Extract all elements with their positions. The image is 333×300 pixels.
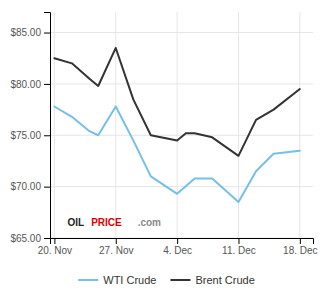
y-tick-mark — [44, 187, 50, 188]
x-tick: 18. Dec — [283, 238, 317, 256]
series-line — [54, 107, 299, 203]
grid — [50, 12, 313, 238]
legend: WTI Crude Brent Crude — [78, 274, 255, 286]
legend-item: WTI Crude — [78, 274, 156, 286]
series-line — [54, 48, 299, 156]
x-tick-label: 27. Nov — [99, 245, 133, 256]
legend-item: Brent Crude — [170, 274, 254, 286]
legend-swatch — [78, 279, 98, 281]
x-grid-line — [299, 12, 300, 238]
legend-label: WTI Crude — [103, 274, 156, 286]
y-axis-line — [44, 13, 51, 239]
y-tick-mark — [44, 238, 50, 239]
annotation: PRICE — [91, 217, 122, 228]
y-tick-label: $65.00 — [10, 233, 41, 244]
x-tick-label: 20. Nov — [38, 245, 72, 256]
y-grid-line — [50, 32, 313, 33]
annotation: .com — [138, 217, 161, 228]
chart: 20. Nov 27. Nov 4. Dec 11. Dec 18. Dec $65.00… — [0, 0, 333, 300]
y-tick-mark — [44, 84, 50, 85]
annotations: OIL PRICE .com — [68, 217, 162, 228]
y-tick: $80.00 — [10, 79, 50, 90]
plot-area: 20. Nov 27. Nov 4. Dec 11. Dec 18. Dec $65.00… — [10, 12, 317, 256]
x-tick-label: 18. Dec — [283, 245, 317, 256]
chart-container: 20. Nov 27. Nov 4. Dec 11. Dec 18. Dec $65.00… — [0, 0, 333, 300]
x-tick: 4. Dec — [163, 238, 192, 256]
x-tick-label: 4. Dec — [163, 245, 192, 256]
x-axis-line — [51, 239, 314, 245]
legend-label: Brent Crude — [195, 274, 254, 286]
x-tick-label: 11. Dec — [222, 245, 256, 256]
y-tick: $75.00 — [10, 130, 50, 141]
x-grid-line — [115, 12, 116, 238]
x-tick: 20. Nov — [38, 238, 72, 256]
x-tick-mark — [238, 238, 239, 244]
x-tick-mark — [300, 238, 301, 244]
annotation: OIL — [68, 217, 85, 228]
x-tick: 11. Dec — [222, 238, 256, 256]
x-tick-mark — [54, 238, 55, 244]
y-tick: $70.00 — [10, 181, 50, 192]
x-tick-mark — [116, 238, 117, 244]
x-grid-line — [238, 12, 239, 238]
x-tick: 27. Nov — [99, 238, 133, 256]
y-tick: $85.00 — [10, 27, 50, 38]
x-grid-line — [54, 12, 55, 238]
lines — [54, 48, 299, 202]
y-tick-label: $85.00 — [10, 27, 41, 38]
y-tick-mark — [44, 135, 50, 136]
y-grid-line — [50, 83, 313, 84]
y-tick-label: $75.00 — [10, 130, 41, 141]
y-tick: $65.00 — [10, 233, 50, 244]
y-tick-label: $80.00 — [10, 79, 41, 90]
x-grid-line — [177, 12, 178, 238]
y-tick-mark — [44, 33, 50, 34]
y-tick-label: $70.00 — [10, 181, 41, 192]
y-grid-line — [50, 186, 313, 187]
x-axis: 20. Nov 27. Nov 4. Dec 11. Dec 18. Dec — [38, 238, 318, 256]
x-tick-mark — [177, 238, 178, 244]
y-axis: $65.00 $70.00 $75.00 $80.00 $85.00 — [10, 13, 50, 244]
legend-swatch — [170, 279, 190, 281]
